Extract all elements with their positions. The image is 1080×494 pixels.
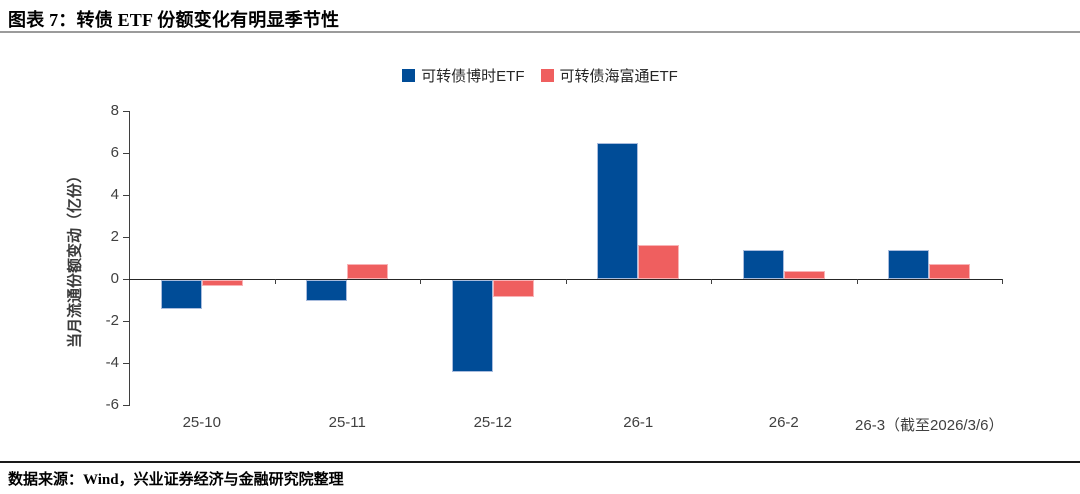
bar-series0-cat3 [597,142,639,279]
bar-series1-cat3 [638,245,680,279]
title-divider [0,31,1080,33]
y-tick-label: 6 [110,144,119,161]
y-axis-tick [123,405,129,406]
x-axis-tick [711,279,712,284]
y-axis-tick [123,363,129,364]
bar-series0-cat4 [742,249,784,279]
bar-series1-cat1 [347,264,389,279]
x-category-label: 25-12 [473,414,512,431]
bar-series1-cat4 [783,270,825,279]
y-axis-tick [123,153,129,154]
legend-label: 可转债博时ETF [421,68,525,85]
x-category-label: 26-3（截至2026/3/6） [855,417,1004,434]
legend-item-haifutong-etf: 可转债海富通ETF [540,65,678,86]
x-axis-tick [856,279,858,284]
y-tick-label: -6 [105,396,119,413]
y-tick-label: 2 [110,228,119,245]
x-category-label: 26-2 [768,414,799,431]
data-source: 数据来源：Wind，兴业证券经济与金融研究院整理 [8,472,344,488]
legend-label: 可转债海富通ETF [559,68,678,85]
y-tick-label: 4 [110,186,119,203]
y-tick-label: -4 [105,354,119,371]
x-axis-tick [420,279,421,284]
footer-divider [0,461,1080,463]
x-category-label: 26-1 [623,414,654,431]
legend-swatch-blue [402,69,416,82]
bar-series0-cat0 [160,280,202,310]
y-axis-line [129,111,130,406]
y-axis-tick [123,321,129,322]
x-axis-tick [274,279,276,284]
y-axis-tick [123,195,129,196]
y-tick-label: -2 [105,312,119,329]
bar-series1-cat0 [201,280,243,287]
y-axis-title: 当月流通份额变动（亿份） [66,167,84,349]
y-tick-label: 8 [110,102,119,119]
x-axis-tick [1002,279,1003,284]
y-axis-tick [123,279,129,280]
x-axis-tick [565,279,567,284]
bar-series0-cat5 [888,249,930,279]
legend-item-boshi-etf: 可转债博时ETF [402,65,525,86]
x-category-label: 25-10 [182,414,221,431]
bar-series0-cat1 [306,280,348,301]
x-category-label: 25-11 [328,414,366,431]
plot-area: 8 6 4 2 0 -2 -4 -6 25-10 25-11 25-12 26-1 26-2 26-3（截… [106,102,1004,434]
y-axis-tick [123,237,129,238]
bar-series1-cat5 [929,264,971,279]
y-tick-label: 0 [110,270,119,287]
legend-swatch-red [540,69,554,82]
y-axis-tick [123,111,129,112]
chart-legend: 可转债博时ETF 可转债海富通ETF [0,65,1080,86]
bar-series0-cat2 [451,280,493,373]
bar-series1-cat2 [492,280,534,297]
figure-title: 图表 7：转债 ETF 份额变化有明显季节性 [8,10,340,30]
